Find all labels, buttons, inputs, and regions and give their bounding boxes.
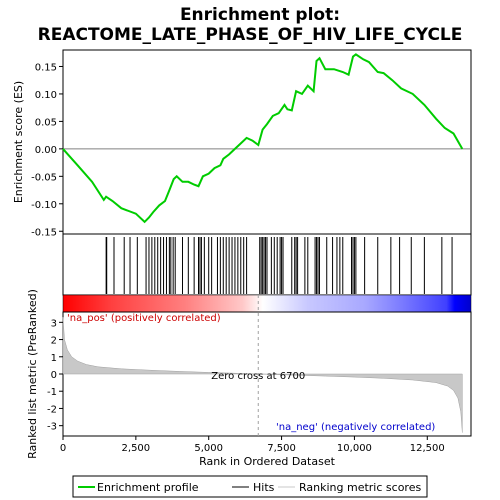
- legend-metric-label: Ranking metric scores: [299, 481, 421, 494]
- metric-y-tick-label: 1: [51, 353, 57, 364]
- metric-y-ticks: 3 2 1 0 -1 -2 -3: [47, 318, 63, 433]
- es-y-ticks: -0.15 -0.10 -0.05 0.00 0.05 0.10 0.15: [31, 62, 63, 238]
- es-y-tick-label: 0.10: [35, 90, 57, 101]
- positive-label: 'na_pos' (positively correlated): [67, 313, 221, 324]
- metric-y-tick-label: 3: [51, 318, 57, 329]
- metric-y-tick-label: -1: [47, 387, 57, 398]
- x-axis-ticks: 0 2,500 5,000 7,500 10,000 12,500: [60, 436, 445, 454]
- x-tick-label: 7,500: [267, 443, 296, 454]
- metric-y-axis-label: Ranked list metric (PreRanked): [26, 289, 39, 459]
- x-tick-label: 12,500: [410, 443, 445, 454]
- metric-y-tick-label: -2: [47, 404, 57, 415]
- metric-y-tick-label: 0: [51, 370, 57, 381]
- legend-box: [72, 475, 428, 498]
- x-tick-label: 5,000: [194, 443, 223, 454]
- chart-title-line1: Enrichment plot:: [180, 5, 340, 25]
- es-y-tick-label: -0.15: [31, 227, 57, 238]
- hits-group: [105, 237, 453, 294]
- x-tick-label: 10,000: [337, 443, 372, 454]
- metric-y-tick-label: -3: [47, 422, 57, 433]
- metric-y-tick-label: 2: [51, 336, 57, 347]
- enrichment-profile-line: [62, 53, 464, 224]
- es-y-tick-label: 0.00: [35, 145, 57, 156]
- legend-profile-label: Enrichment profile: [97, 481, 199, 494]
- negative-label: 'na_neg' (negatively correlated): [276, 422, 435, 433]
- legend-hits-label: Hits: [253, 481, 275, 494]
- es-y-tick-label: 0.15: [35, 62, 57, 73]
- zero-cross-label: Zero cross at 6700: [211, 371, 305, 382]
- es-y-axis-label: Enrichment score (ES): [12, 81, 25, 203]
- chart-title-line2: REACTOME_LATE_PHASE_OF_HIV_LIFE_CYCLE: [38, 25, 463, 45]
- ranking-color-bar: [62, 294, 472, 313]
- x-tick-label: 0: [60, 443, 66, 454]
- x-tick-label: 2,500: [122, 443, 151, 454]
- x-axis-label: Rank in Ordered Dataset: [199, 455, 336, 468]
- es-y-tick-label: -0.10: [31, 200, 57, 211]
- es-y-tick-label: -0.05: [31, 172, 57, 183]
- es-panel-frame: [62, 49, 472, 235]
- es-y-tick-label: 0.05: [35, 117, 57, 128]
